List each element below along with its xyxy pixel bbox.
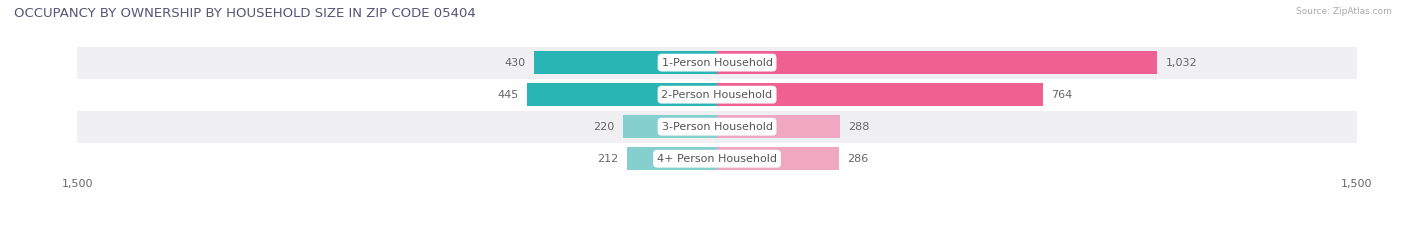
Text: 3-Person Household: 3-Person Household [662,122,772,132]
Bar [534,51,717,74]
Bar [77,111,1357,143]
Text: 430: 430 [503,58,526,68]
Text: 764: 764 [1052,90,1073,100]
Bar [717,115,839,138]
Text: OCCUPANCY BY OWNERSHIP BY HOUSEHOLD SIZE IN ZIP CODE 05404: OCCUPANCY BY OWNERSHIP BY HOUSEHOLD SIZE… [14,7,475,20]
Legend: Owner-occupied, Renter-occupied: Owner-occupied, Renter-occupied [595,229,839,233]
Text: 288: 288 [848,122,870,132]
Text: 2-Person Household: 2-Person Household [661,90,773,100]
Bar [717,83,1043,106]
Bar [77,47,1357,79]
Text: 1-Person Household: 1-Person Household [662,58,772,68]
Bar [623,115,717,138]
Text: 1,032: 1,032 [1166,58,1198,68]
Bar [77,143,1357,175]
Bar [527,83,717,106]
Text: Source: ZipAtlas.com: Source: ZipAtlas.com [1296,7,1392,16]
Text: 212: 212 [598,154,619,164]
Text: 286: 286 [848,154,869,164]
Text: 445: 445 [498,90,519,100]
Bar [717,147,839,170]
Bar [77,79,1357,111]
Bar [627,147,717,170]
Bar [717,51,1157,74]
Text: 4+ Person Household: 4+ Person Household [657,154,778,164]
Text: 220: 220 [593,122,614,132]
